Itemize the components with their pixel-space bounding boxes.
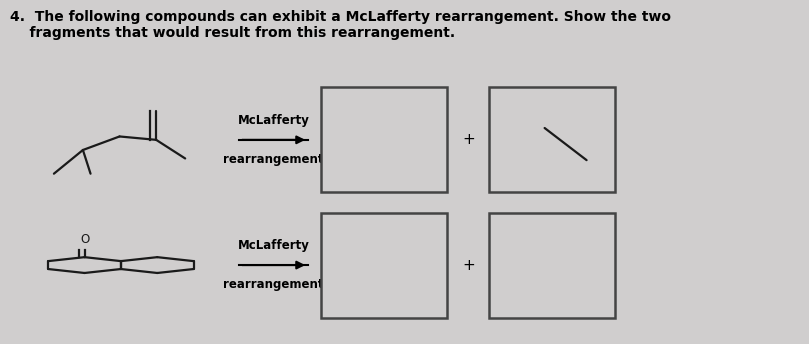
Text: 4.  The following compounds can exhibit a McLafferty rearrangement. Show the two: 4. The following compounds can exhibit a… xyxy=(11,10,671,40)
Text: O: O xyxy=(80,233,89,246)
Bar xyxy=(489,87,615,192)
Text: +: + xyxy=(462,258,475,272)
Bar xyxy=(489,213,615,318)
Text: rearrangement: rearrangement xyxy=(223,278,324,291)
Text: McLafferty: McLafferty xyxy=(238,239,310,252)
Bar xyxy=(321,213,447,318)
Text: McLafferty: McLafferty xyxy=(238,114,310,127)
Text: rearrangement: rearrangement xyxy=(223,153,324,166)
Text: +: + xyxy=(462,132,475,147)
Bar xyxy=(321,87,447,192)
